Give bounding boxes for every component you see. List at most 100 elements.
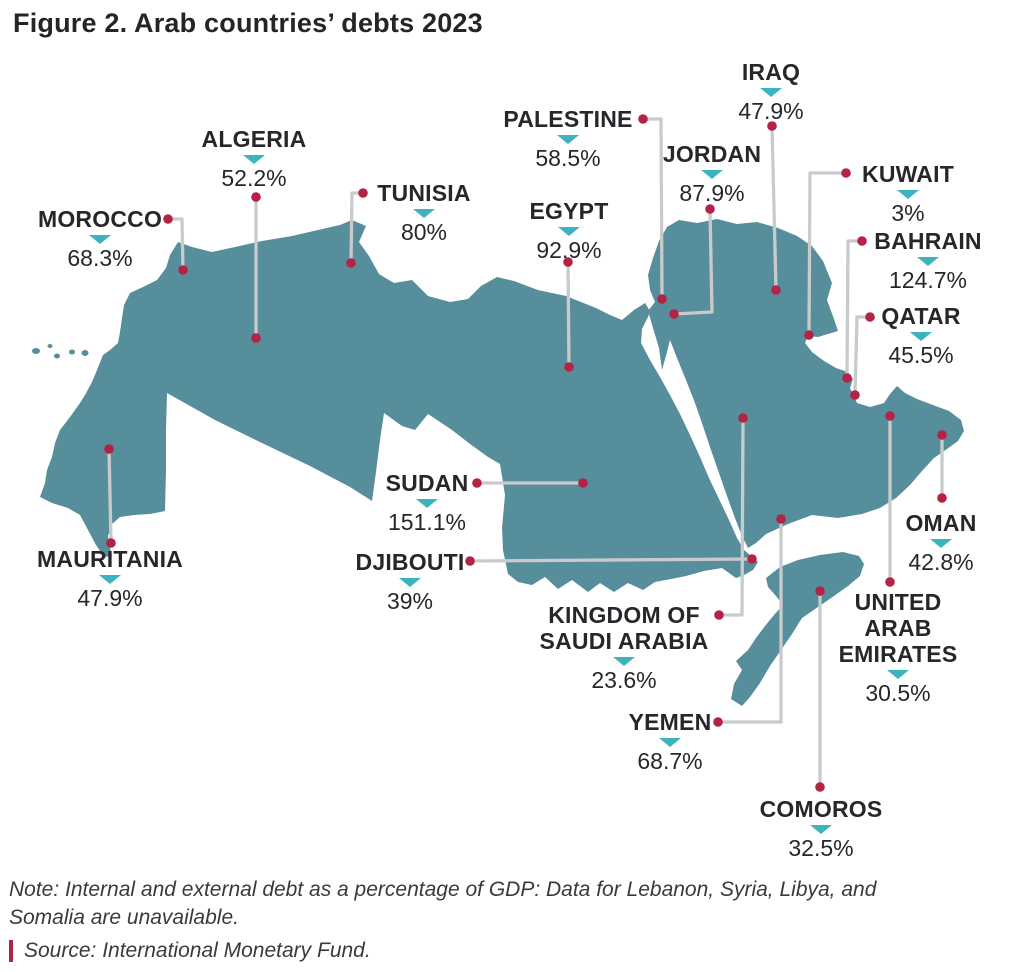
country-name: ALGERIA — [201, 126, 307, 152]
debt-value: 80% — [400, 219, 448, 245]
note-line-1: Note: Internal and external debt as a pe… — [9, 878, 877, 901]
marker-dot-sudan — [472, 478, 482, 488]
figure-note: Note: Internal and external debt as a pe… — [9, 876, 999, 932]
country-label-egypt: EGYPT 92.9% — [530, 198, 609, 262]
marker-dot-egypt — [563, 257, 573, 267]
landmass-north-africa — [40, 220, 758, 592]
country-label-comoros: COMOROS 32.5% — [760, 796, 883, 860]
value-pointer-triangle-icon — [760, 88, 782, 97]
marker-dot-bahrain — [842, 373, 852, 383]
debt-value: 58.5% — [535, 145, 601, 171]
country-name: KUWAIT — [862, 161, 954, 187]
country-label-palestine: PALESTINE 58.5% — [503, 106, 632, 170]
source-text: Source: International Monetary Fund. — [24, 939, 371, 962]
island — [81, 350, 89, 356]
marker-dot-oman — [937, 430, 947, 440]
country-name: MAURITANIA — [37, 546, 183, 572]
value-pointer-triangle-icon — [89, 235, 111, 244]
country-label-jordan: JORDAN 87.9% — [663, 141, 761, 205]
debt-value: 124.7% — [888, 267, 968, 293]
country-name: UNITED — [854, 589, 942, 615]
debt-value: 39% — [386, 588, 434, 614]
value-pointer-triangle-icon — [886, 670, 909, 679]
marker-dot-egypt — [564, 362, 574, 372]
marker-dot-jordan — [705, 204, 715, 214]
debt-value: 47.9% — [738, 98, 804, 124]
value-pointer-triangle-icon — [613, 657, 635, 666]
marker-dot-morocco — [178, 265, 188, 275]
country-name: BAHRAIN — [874, 228, 982, 254]
marker-dot-iraq — [771, 285, 781, 295]
island — [54, 353, 60, 359]
country-label-qatar: QATAR 45.5% — [881, 303, 960, 367]
value-pointer-triangle-icon — [398, 578, 421, 587]
marker-dots — [104, 114, 947, 792]
country-name: MOROCCO — [37, 206, 163, 232]
debt-value: 92.9% — [536, 237, 602, 263]
figure-title: Figure 2. Arab countries’ debts 2023 — [13, 8, 483, 38]
source-accent-bar — [9, 940, 13, 962]
marker-dot-oman — [937, 493, 947, 503]
country-name: ARAB — [864, 615, 932, 641]
marker-dot-comoros — [815, 782, 825, 792]
debt-value: 47.9% — [77, 585, 143, 611]
value-pointer-triangle-icon — [916, 257, 939, 266]
country-label-yemen: YEMEN 68.7% — [629, 709, 712, 773]
country-name: QATAR — [881, 303, 961, 329]
leader-line-palestine — [641, 117, 664, 301]
country-name: IRAQ — [741, 59, 801, 85]
marker-dot-yemen — [776, 514, 786, 524]
marker-dot-mauritania — [104, 444, 114, 454]
marker-dot-algeria — [251, 192, 261, 202]
debt-value: 52.2% — [221, 165, 287, 191]
leader-line-mauritania — [107, 447, 113, 545]
marker-dot-kuwait — [804, 330, 814, 340]
value-pointer-triangle-icon — [658, 738, 681, 747]
debt-value: 68.3% — [67, 245, 133, 271]
country-name: KINGDOM OF — [548, 602, 700, 628]
leader-line-saudi-arabia — [717, 416, 745, 617]
country-name: DJIBOUTI — [355, 549, 465, 575]
country-label-morocco: MOROCCO 68.3% — [38, 206, 162, 270]
value-pointer-triangle-icon — [556, 135, 579, 144]
debt-value: 87.9% — [679, 180, 745, 206]
landmass-arabia-levant — [648, 219, 964, 548]
value-pointer-triangle-icon — [98, 575, 121, 584]
marker-dot-palestine — [638, 114, 648, 124]
country-label-oman: OMAN 42.8% — [905, 510, 976, 574]
marker-dot-qatar — [850, 390, 860, 400]
debt-value: 151.1% — [387, 509, 466, 535]
country-name: PALESTINE — [503, 106, 633, 132]
marker-dot-yemen — [713, 717, 723, 727]
country-name: TUNISIA — [377, 180, 471, 206]
marker-dot-saudi-arabia — [738, 413, 748, 423]
country-name: SAUDI ARABIA — [539, 628, 709, 654]
marker-dot-palestine — [657, 294, 667, 304]
country-label-algeria: ALGERIA 52.2% — [202, 126, 307, 190]
value-pointer-triangle-icon — [909, 332, 932, 341]
country-name: OMAN — [905, 510, 977, 536]
debt-value: 68.7% — [637, 748, 703, 774]
debt-value: 23.6% — [591, 667, 657, 693]
leader-line-jordan — [672, 207, 714, 316]
landmass-horn-of-africa — [731, 552, 864, 706]
marker-dot-mauritania — [106, 538, 116, 548]
marker-dot-bahrain — [857, 236, 867, 246]
country-name: EGYPT — [529, 198, 609, 224]
marker-dot-jordan — [669, 309, 679, 319]
country-name: YEMEN — [628, 709, 712, 735]
country-name: SUDAN — [385, 470, 469, 496]
marker-dot-djibouti — [465, 556, 475, 566]
marker-dot-algeria — [251, 333, 261, 343]
leader-line-qatar — [853, 315, 872, 397]
marker-dot-djibouti — [747, 554, 757, 564]
marker-dot-comoros — [815, 586, 825, 596]
country-label-sudan: SUDAN 151.1% — [386, 470, 469, 534]
value-pointer-triangle-icon — [413, 209, 435, 218]
marker-dot-united-arab-emirates — [885, 577, 895, 587]
country-name: JORDAN — [662, 141, 762, 167]
value-pointer-triangle-icon — [896, 190, 919, 199]
debt-value: 3% — [891, 200, 925, 226]
value-pointer-triangle-icon — [809, 825, 832, 834]
